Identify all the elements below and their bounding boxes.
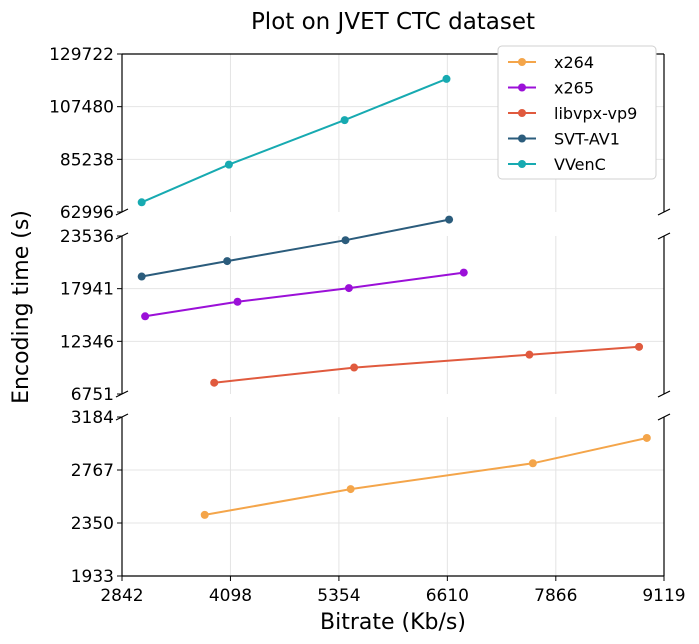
legend-marker-x265 xyxy=(518,83,526,92)
legend-marker-VVenC xyxy=(518,160,526,168)
legend-label-x265: x265 xyxy=(554,79,594,98)
axis-break-marks xyxy=(115,208,671,421)
y-tick-label: 6751 xyxy=(71,385,114,405)
data-point-x264 xyxy=(528,459,537,468)
legend-label-x264: x264 xyxy=(554,53,594,72)
legend-label-libvpx-vp9: libvpx-vp9 xyxy=(554,104,637,123)
series-layer xyxy=(137,74,651,519)
legend-label-SVT-AV1: SVT-AV1 xyxy=(554,130,620,149)
x-tick-label: 4098 xyxy=(209,586,252,606)
data-point-SVT-AV1 xyxy=(223,257,232,266)
data-point-VVenC xyxy=(224,160,233,169)
x-axis-label: Bitrate (Kb/s) xyxy=(320,610,466,635)
data-point-VVenC xyxy=(442,74,451,83)
y-tick-label: 3184 xyxy=(71,408,114,428)
x-tick-label: 5354 xyxy=(317,586,360,606)
y-tick-label: 107480 xyxy=(49,98,114,118)
legend-marker-x264 xyxy=(518,58,526,66)
axis-break-mark xyxy=(657,390,671,398)
y-tick-label: 62996 xyxy=(60,203,114,223)
legend-label-VVenC: VVenC xyxy=(554,155,606,174)
axis-break-mark xyxy=(657,232,671,240)
x-tick-label: 6610 xyxy=(426,586,469,606)
y-tick-label: 2767 xyxy=(71,461,114,481)
data-point-SVT-AV1 xyxy=(445,215,454,224)
data-point-libvpx-vp9 xyxy=(210,378,219,387)
series-line-x265 xyxy=(144,271,464,318)
legend-marker-libvpx-vp9 xyxy=(518,109,526,117)
y-axis-label: Encoding time (s) xyxy=(9,210,34,404)
y-tick-label: 85238 xyxy=(60,150,114,170)
x-tick-label: 7866 xyxy=(534,586,577,606)
x-axis-ticks: 2842 4098 5354 6610 7866 9119 xyxy=(100,576,686,606)
series-line-libvpx-vp9 xyxy=(214,345,640,384)
y-tick-label: 17941 xyxy=(60,280,114,300)
legend-marker-SVT-AV1 xyxy=(518,134,526,143)
data-point-libvpx-vp9 xyxy=(350,363,359,372)
data-point-libvpx-vp9 xyxy=(525,350,534,359)
series-line-x264 xyxy=(204,437,648,516)
x-tick-label: 2842 xyxy=(100,586,143,606)
data-point-x265 xyxy=(344,284,353,293)
data-point-libvpx-vp9 xyxy=(635,342,644,351)
axis-break-mark xyxy=(115,390,129,398)
y-tick-label: 12346 xyxy=(60,332,114,352)
y-tick-label: 2350 xyxy=(71,514,114,534)
axis-break-mark xyxy=(115,232,129,240)
data-point-x265 xyxy=(233,297,242,306)
axis-break-mark xyxy=(657,413,671,421)
y-tick-label: 129722 xyxy=(49,45,114,65)
data-point-x265 xyxy=(141,312,150,321)
y-tick-label: 23536 xyxy=(60,227,114,247)
series-line-SVT-AV1 xyxy=(141,218,450,278)
data-point-x264 xyxy=(346,485,355,494)
x-tick-label: 9119 xyxy=(642,586,685,606)
data-point-SVT-AV1 xyxy=(341,236,350,245)
data-point-VVenC xyxy=(340,116,349,125)
data-point-x264 xyxy=(642,433,651,442)
axis-break-mark xyxy=(115,208,129,216)
axis-break-mark xyxy=(115,413,129,421)
series-line-VVenC xyxy=(141,77,447,204)
data-point-VVenC xyxy=(137,198,146,207)
chart-title: Plot on JVET CTC dataset xyxy=(251,9,535,35)
data-point-x264 xyxy=(200,510,209,519)
data-point-x265 xyxy=(459,268,468,277)
data-point-SVT-AV1 xyxy=(137,272,146,281)
legend-box xyxy=(497,45,657,180)
y-tick-label: 1933 xyxy=(71,567,114,587)
axis-break-mark xyxy=(657,208,671,216)
legend: x264 x265 libvpx-vp9 SVT-AV1 VVenC xyxy=(497,45,657,180)
